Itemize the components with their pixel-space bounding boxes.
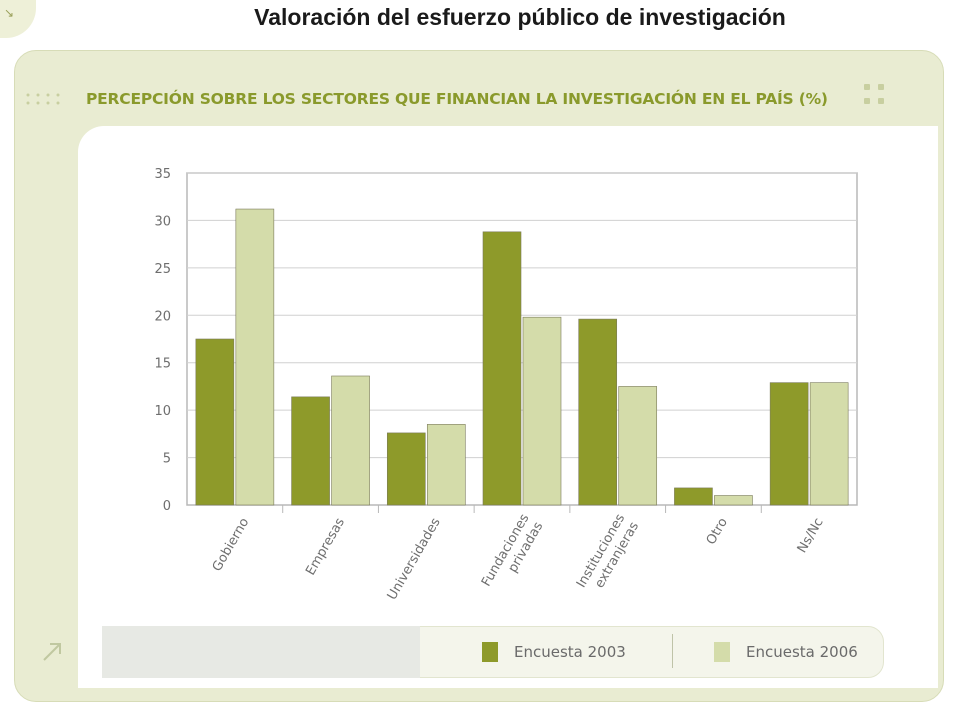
bar-2006 — [426, 424, 466, 506]
bar-2003 — [674, 487, 713, 506]
x-tick-label: Universidades — [385, 515, 444, 602]
bar-2003 — [578, 318, 618, 506]
y-tick-label: 35 — [154, 167, 171, 182]
y-tick-label: 10 — [154, 404, 171, 419]
x-tick-label: Otro — [704, 515, 731, 547]
y-tick-label: 30 — [154, 214, 171, 229]
legend-divider — [672, 634, 673, 668]
chart-title: PERCEPCIÓN SOBRE LOS SECTORES QUE FINANC… — [86, 90, 828, 108]
y-tick-label: 5 — [163, 452, 171, 467]
x-tick-label: Institucionesextranjeras — [574, 511, 642, 598]
bar-2006 — [809, 382, 849, 506]
bar-2006 — [618, 386, 658, 506]
bar-2003 — [482, 231, 522, 506]
corner-glyph-icon: ↘ — [4, 6, 15, 20]
y-tick-label: 15 — [154, 357, 171, 372]
bar-2006 — [235, 208, 275, 506]
bar-2003 — [291, 396, 330, 506]
x-tick-label: Fundacionesprivadas — [479, 511, 547, 597]
dots-decoration-icon — [26, 93, 60, 105]
y-tick-label: 0 — [163, 499, 171, 514]
x-tick-label: Empresas — [303, 515, 348, 578]
bar-2003 — [195, 338, 235, 506]
legend-swatch-2003 — [482, 642, 498, 662]
bar-2006 — [714, 495, 753, 506]
bar-2003 — [769, 382, 809, 506]
legend-swatch-2006 — [714, 642, 730, 662]
bar-2006 — [331, 375, 370, 506]
dots-decoration-icon — [864, 84, 884, 104]
legend-item-2006: Encuesta 2006 — [714, 640, 858, 664]
y-tick-label: 25 — [154, 262, 171, 277]
legend-blank-area — [102, 626, 420, 678]
legend-label: Encuesta 2006 — [746, 643, 858, 661]
bar-2003 — [386, 432, 426, 506]
corner-decoration: ↘ — [0, 0, 36, 38]
bar-2006 — [522, 316, 562, 506]
legend-item-2003: Encuesta 2003 — [482, 640, 626, 664]
x-tick-label: Ns/Nc — [795, 516, 827, 556]
y-tick-label: 20 — [154, 309, 171, 324]
plot-area — [186, 172, 858, 506]
legend-label: Encuesta 2003 — [514, 643, 626, 661]
diagonal-arrow-icon — [43, 643, 61, 661]
slide-title: Valoración del esfuerzo público de inves… — [254, 4, 786, 30]
x-tick-label: Gobierno — [210, 515, 253, 574]
